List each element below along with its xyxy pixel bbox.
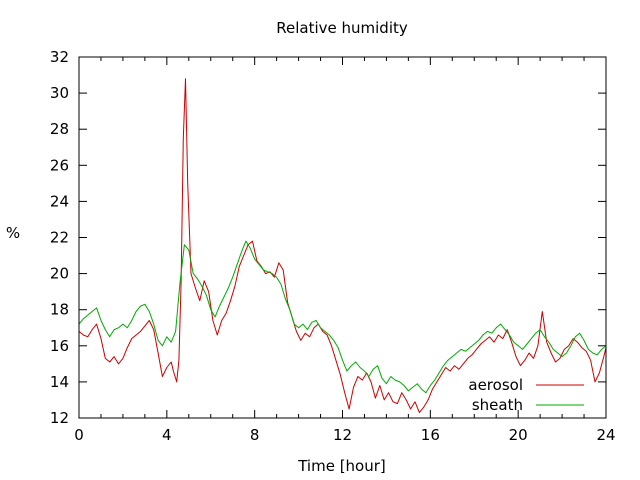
y-tick-label: 30 (50, 84, 69, 102)
axis-ticks: 12 14 16 18 20 22 24 26 28 30 32 0 4 8 12 16 20 24 (50, 48, 616, 444)
plot-frame (78, 56, 607, 419)
chart-title: Relative humidity (276, 19, 408, 37)
x-tick-label: 0 (74, 426, 84, 444)
x-tick-label: 16 (421, 426, 440, 444)
series-line-aerosol (78, 78, 607, 414)
y-tick-label: 20 (50, 265, 69, 283)
x-axis-label: Time [hour] (297, 457, 386, 475)
legend-label-aerosol: aerosol (468, 376, 523, 394)
x-tick-label: 4 (162, 426, 172, 444)
x-tick-label: 20 (509, 426, 528, 444)
y-tick-label: 26 (50, 156, 69, 174)
x-tick-label: 8 (250, 426, 260, 444)
series-line-sheath (78, 240, 607, 394)
legend: aerosol sheath (468, 376, 584, 414)
y-tick-label: 24 (50, 192, 69, 210)
legend-label-sheath: sheath (472, 396, 523, 414)
y-tick-label: 28 (50, 120, 69, 138)
y-axis-label: % (6, 224, 20, 242)
y-tick-label: 22 (50, 229, 69, 247)
y-tick-label: 12 (50, 409, 69, 427)
series-layer (78, 78, 607, 414)
y-tick-label: 16 (50, 337, 69, 355)
x-tick-label: 12 (333, 426, 352, 444)
y-tick-label: 32 (50, 48, 69, 66)
y-tick-label: 18 (50, 301, 69, 319)
x-tick-label: 24 (596, 426, 615, 444)
y-tick-label: 14 (50, 373, 69, 391)
